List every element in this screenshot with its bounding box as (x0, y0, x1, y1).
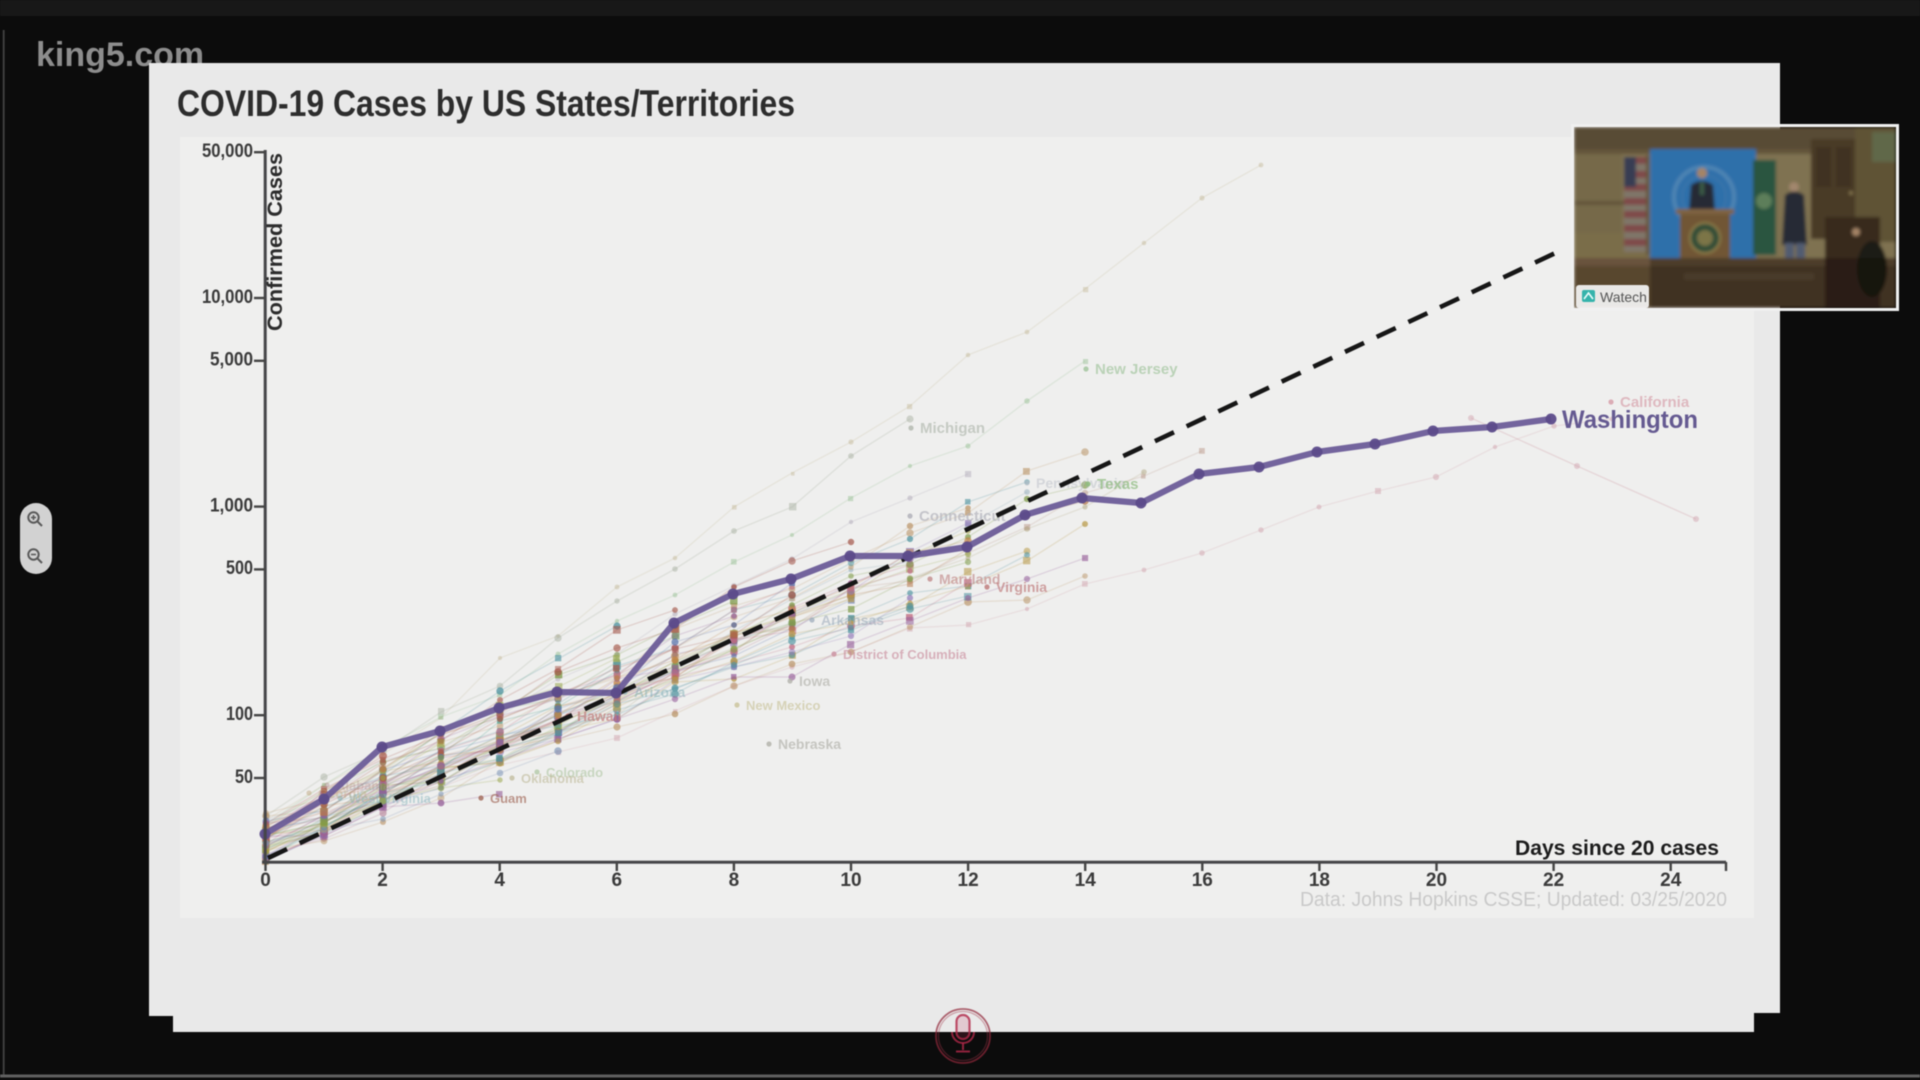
svg-text:2: 2 (377, 870, 388, 891)
svg-text:Nebraska: Nebraska (778, 736, 841, 752)
svg-text:500: 500 (226, 558, 253, 579)
svg-text:16: 16 (1192, 870, 1213, 891)
svg-text:6: 6 (612, 870, 623, 891)
svg-text:Michigan: Michigan (920, 420, 985, 437)
svg-text:Virginia: Virginia (996, 579, 1047, 595)
svg-text:100: 100 (226, 704, 253, 725)
svg-text:20: 20 (1426, 870, 1447, 891)
svg-text:10: 10 (840, 870, 861, 891)
svg-text:22: 22 (1543, 870, 1564, 891)
svg-text:18: 18 (1309, 870, 1330, 891)
svg-text:Days since 20 cases: Days since 20 cases (1515, 837, 1719, 860)
svg-text:Data: Johns Hopkins CSSE; Upda: Data: Johns Hopkins CSSE; Updated: 03/25… (1300, 889, 1727, 911)
svg-text:10,000: 10,000 (202, 287, 253, 308)
svg-text:Alabama: Alabama (336, 778, 391, 793)
svg-text:24: 24 (1660, 870, 1682, 891)
svg-text:Confirmed Cases: Confirmed Cases (264, 153, 287, 331)
svg-text:Hawaii: Hawaii (577, 708, 621, 724)
svg-text:New Mexico: New Mexico (746, 698, 820, 713)
svg-text:Iowa: Iowa (799, 673, 830, 689)
svg-text:Colorado: Colorado (546, 765, 603, 780)
svg-text:8: 8 (729, 870, 740, 891)
svg-text:California: California (1620, 394, 1690, 411)
svg-text:Guam: Guam (490, 791, 527, 806)
svg-text:New Jersey: New Jersey (1095, 361, 1178, 378)
svg-text:Arkansas: Arkansas (821, 612, 884, 628)
svg-text:COVID-19 Cases by US States/Te: COVID-19 Cases by US States/Territories (177, 83, 795, 124)
svg-text:Connecticut: Connecticut (919, 508, 1006, 525)
svg-text:Maryland: Maryland (939, 571, 1000, 587)
svg-text:District of Columbia: District of Columbia (843, 647, 967, 662)
svg-text:Washington: Washington (1562, 406, 1698, 434)
svg-text:14: 14 (1075, 870, 1097, 891)
svg-text:1,000: 1,000 (210, 495, 253, 516)
svg-text:Watech: Watech (1600, 289, 1647, 305)
svg-text:5,000: 5,000 (210, 350, 253, 371)
svg-text:West Virginia: West Virginia (349, 791, 432, 806)
svg-text:4: 4 (494, 870, 505, 891)
svg-text:Oklahoma: Oklahoma (521, 771, 585, 786)
svg-text:0: 0 (260, 870, 271, 891)
svg-text:50,000: 50,000 (202, 141, 253, 162)
svg-text:Arizona: Arizona (634, 684, 686, 700)
svg-text:12: 12 (958, 870, 979, 891)
svg-text:50: 50 (235, 767, 253, 788)
svg-text:Pennsylvania: Pennsylvania (1036, 475, 1126, 491)
svg-text:Texas: Texas (1097, 476, 1138, 493)
